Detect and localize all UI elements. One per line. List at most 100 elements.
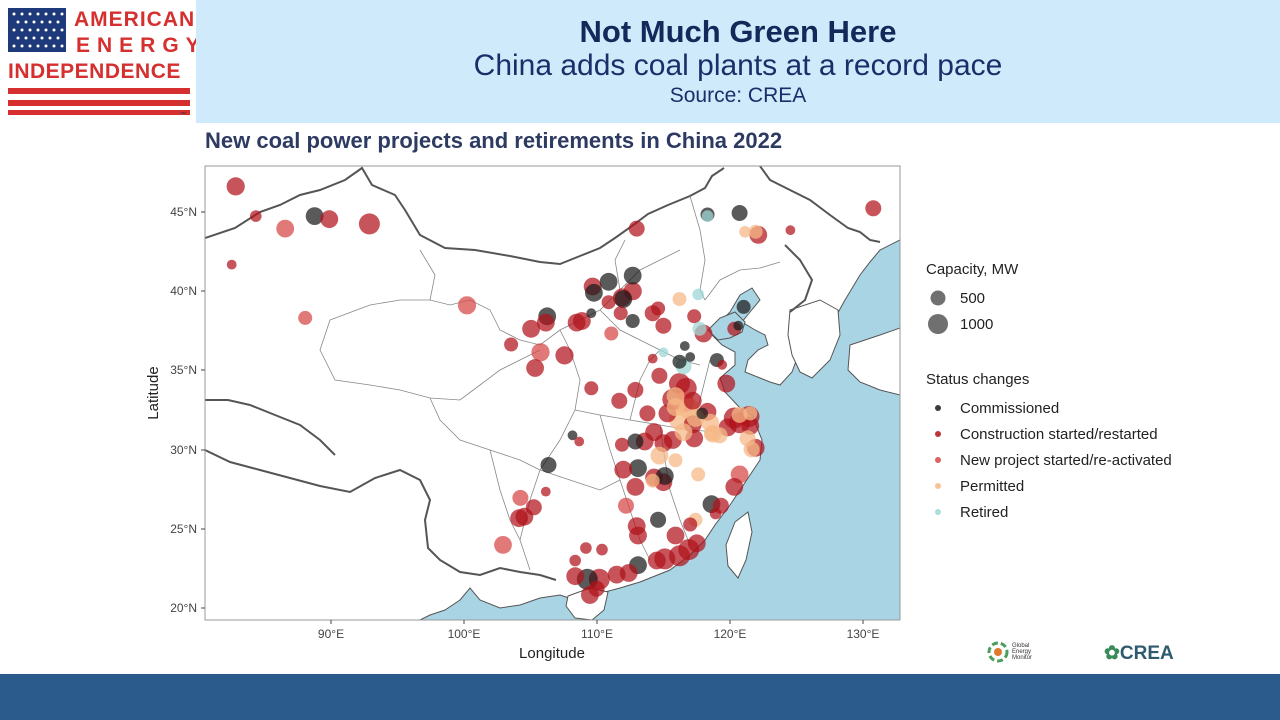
korea-peninsula [787, 299, 841, 379]
plant-markers [226, 177, 882, 604]
plant-marker-construction-started-restarted [613, 306, 628, 321]
plant-marker-permitted [666, 387, 685, 405]
plant-marker-commissioned [685, 352, 696, 362]
x-tick-label: 90°E [318, 627, 344, 641]
header-banner: Not Much Green Here China adds coal plan… [196, 0, 1280, 123]
plant-marker-construction-started-restarted [584, 381, 599, 396]
plant-marker-construction-started-restarted [615, 437, 629, 452]
plant-marker-construction-started-restarted [687, 309, 702, 324]
plant-marker-construction-started-restarted [566, 567, 585, 586]
plant-marker-commissioned [540, 457, 557, 473]
taiwan-island [725, 511, 753, 579]
y-tick-label: 20°N [170, 601, 197, 615]
y-tick-label: 30°N [170, 443, 197, 457]
american-energy-independence-logo: AMERICAN ENERGY INDEPENDENCE ™ [0, 0, 200, 123]
legend-status-retired-label: Retired [960, 504, 1008, 521]
plant-marker-permitted [668, 453, 683, 468]
plant-marker-commissioned [629, 459, 647, 477]
plant-marker-permitted [650, 446, 669, 465]
plant-marker-new-project-started-re-activated [494, 536, 512, 554]
legend-capacity-500-marker [930, 290, 946, 306]
logo-trademark: ™ [180, 112, 186, 118]
plant-marker-construction-started-restarted [522, 319, 540, 338]
plant-marker-permitted [672, 292, 687, 307]
legend-capacity-title: Capacity, MW [926, 261, 1019, 278]
x-tick-label: 130°E [847, 627, 880, 641]
crea-leaf-icon: ✿ [1104, 643, 1120, 664]
japan-island [847, 327, 900, 396]
plant-marker-commissioned [305, 207, 324, 226]
plant-marker-permitted [674, 423, 693, 441]
plant-marker-construction-started-restarted [683, 517, 698, 532]
footer-bar [0, 674, 1280, 720]
plant-marker-commissioned [586, 308, 597, 319]
plant-marker-retired [692, 288, 704, 301]
plant-marker-permitted [743, 406, 758, 421]
plant-marker-construction-started-restarted [647, 551, 666, 570]
plant-marker-construction-started-restarted [651, 301, 666, 316]
plant-marker-construction-started-restarted [626, 478, 645, 496]
x-tick-label: 100°E [448, 627, 481, 641]
plant-marker-new-project-started-re-activated [298, 310, 313, 325]
plant-marker-construction-started-restarted [588, 580, 605, 597]
legend-status-new-project-marker [935, 457, 941, 463]
plant-marker-construction-started-restarted [250, 210, 262, 222]
logo-line-american: AMERICAN [74, 8, 196, 31]
plant-marker-new-project-started-re-activated [457, 296, 477, 315]
plant-marker-permitted [645, 473, 660, 488]
plant-marker-commissioned [736, 299, 751, 314]
plant-marker-construction-started-restarted [655, 317, 672, 334]
plant-marker-permitted [748, 224, 763, 239]
x-tick-label: 120°E [714, 627, 747, 641]
y-tick-label: 40°N [170, 284, 197, 298]
logo-line-independence: INDEPENDENCE [8, 60, 181, 83]
x-axis: 90°E 100°E 110°E 120°E 130°E Longitude [318, 620, 879, 662]
plant-marker-construction-started-restarted [865, 200, 882, 217]
plant-marker-construction-started-restarted [226, 177, 245, 196]
legend-status-construction-marker [935, 431, 941, 437]
plant-marker-construction-started-restarted [717, 359, 728, 370]
country-borders [205, 166, 881, 581]
plant-marker-construction-started-restarted [725, 478, 744, 496]
plant-marker-construction-started-restarted [683, 391, 702, 410]
plant-marker-commissioned [731, 205, 748, 221]
legend-capacity-1000-marker [928, 314, 948, 334]
y-axis-title: Latitude [145, 366, 162, 419]
plant-marker-new-project-started-re-activated [512, 489, 529, 506]
plant-marker-new-project-started-re-activated [276, 219, 295, 238]
plant-marker-commissioned [672, 354, 687, 369]
plant-marker-construction-started-restarted [536, 313, 555, 332]
legend-status-title: Status changes [926, 371, 1029, 388]
crea-logo-text: CREA [1119, 643, 1174, 664]
page-subtitle: China adds coal plants at a record pace [473, 49, 1003, 82]
plant-marker-construction-started-restarted [687, 534, 706, 553]
plant-marker-commissioned [623, 266, 642, 285]
plant-marker-construction-started-restarted [320, 210, 339, 229]
plant-marker-construction-started-restarted [651, 367, 668, 384]
plant-marker-commissioned [585, 283, 603, 302]
plant-marker-permitted [739, 226, 751, 238]
plant-marker-construction-started-restarted [785, 225, 796, 236]
crea-logo: ✿CREA [1104, 642, 1174, 665]
plant-marker-commissioned [599, 272, 618, 291]
legend-status-commissioned-marker [935, 405, 941, 411]
gem-logo-text: Global Energy Monitor [1012, 643, 1033, 661]
y-tick-label: 45°N [170, 205, 197, 219]
province-borders [319, 195, 781, 571]
legend-status-new-project-label: New project started/re-activated [960, 452, 1172, 469]
plant-marker-commissioned [614, 290, 633, 308]
plant-marker-construction-started-restarted [741, 417, 760, 435]
legend-status-construction-label: Construction started/restarted [960, 426, 1158, 443]
legend-status-retired-marker [935, 509, 941, 515]
map-panel [205, 166, 900, 620]
plant-marker-commissioned [567, 430, 578, 441]
plant-marker-construction-started-restarted [574, 436, 585, 447]
plant-marker-construction-started-restarted [573, 312, 591, 330]
plant-marker-construction-started-restarted [226, 259, 237, 270]
legend: Capacity, MW 500 1000 Status changes Com… [926, 261, 1172, 521]
plant-marker-commissioned [625, 314, 640, 328]
legend-capacity-500-label: 500 [960, 290, 985, 307]
plant-marker-construction-started-restarted [601, 295, 616, 310]
legend-capacity-1000-label: 1000 [960, 316, 993, 333]
plant-marker-construction-started-restarted [629, 526, 647, 545]
